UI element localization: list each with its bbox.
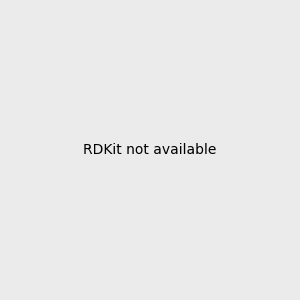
- Text: RDKit not available: RDKit not available: [83, 143, 217, 157]
